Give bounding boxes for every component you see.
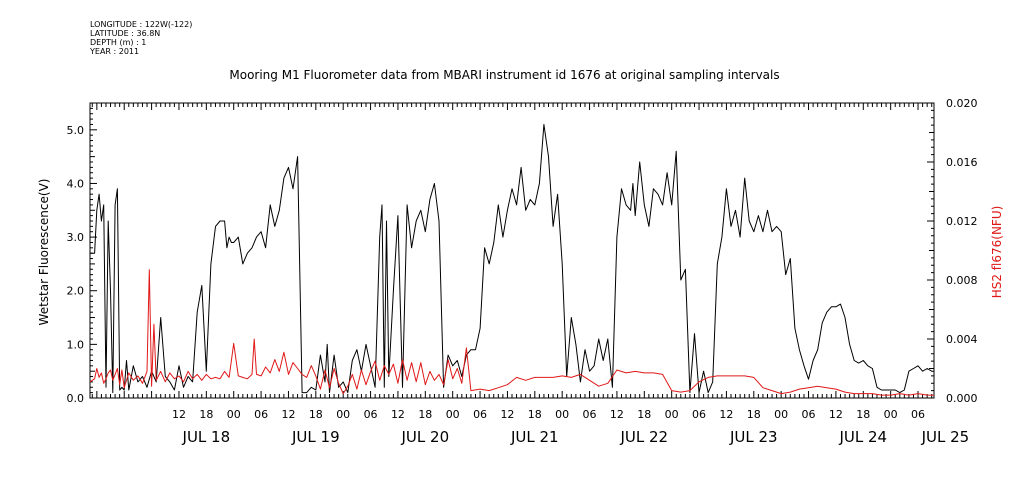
x-tick-label: 06	[692, 408, 706, 421]
depth-text: DEPTH (m) : 1	[90, 38, 147, 47]
x-tick-label: 12	[172, 408, 186, 421]
plot-border	[89, 102, 935, 399]
metadata-block: LONGITUDE : 122W(-122) LATITUDE : 36.8N …	[90, 20, 192, 56]
x-tick-label: 12	[719, 408, 733, 421]
x-day-label: JUL 20	[401, 428, 450, 446]
plot-frame	[89, 102, 935, 399]
x-tick-label: 06	[583, 408, 597, 421]
label-layer: 12 18 00 06 12 18 00 06 12 18 00 06 12 18 00 06 12 18 00 06…	[37, 97, 1004, 446]
x-tick-label: 06	[911, 408, 925, 421]
y-right-tick-label: 0.012	[946, 215, 978, 228]
x-tick-label: 18	[856, 408, 870, 421]
y-right-tick-label: 0.004	[946, 333, 978, 346]
x-tick-label: 06	[802, 408, 816, 421]
y-left-tick-label: 0.0	[67, 392, 85, 405]
x-day-label: JUL 18	[182, 428, 231, 446]
y-left-tick-label: 3.0	[67, 231, 85, 244]
x-day-label: JUL 19	[291, 428, 340, 446]
x-tick-label: 00	[336, 408, 350, 421]
y-right-tick-label: 0.008	[946, 274, 978, 287]
x-tick-label: 06	[364, 408, 378, 421]
x-tick-label: 18	[199, 408, 213, 421]
latitude-text: LATITUDE : 36.8N	[90, 29, 161, 38]
x-day-label: JUL 23	[729, 428, 778, 446]
x-tick-label: 06	[473, 408, 487, 421]
y-right-tick-label: 0.000	[946, 392, 978, 405]
x-tick-label: 18	[637, 408, 651, 421]
year-text: YEAR : 2011	[90, 47, 140, 56]
x-tick-label: 12	[500, 408, 514, 421]
x-tick-label: 00	[227, 408, 241, 421]
x-tick-label: 12	[391, 408, 405, 421]
x-tick-label: 18	[309, 408, 323, 421]
longitude-text: LONGITUDE : 122W(-122)	[90, 20, 193, 29]
x-tick-label: 18	[747, 408, 761, 421]
y-left-tick-label: 4.0	[67, 177, 85, 190]
hs2-fl676-series-line	[89, 269, 934, 396]
x-tick-label: 00	[665, 408, 679, 421]
x-tick-label: 00	[446, 408, 460, 421]
y-right-tick-label: 0.016	[946, 156, 978, 169]
x-tick-label: 00	[555, 408, 569, 421]
x-tick-label: 00	[884, 408, 898, 421]
x-tick-label: 18	[418, 408, 432, 421]
y-left-tick-label: 1.0	[67, 338, 85, 351]
x-day-label: JUL 25	[921, 428, 970, 446]
x-tick-label: 12	[610, 408, 624, 421]
y-left-tick-label: 5.0	[67, 124, 85, 137]
x-tick-label: 12	[829, 408, 843, 421]
y-right-tick-label: 0.020	[946, 97, 978, 110]
y-left-axis-label: Wetstar Fluorescence(V)	[37, 179, 51, 326]
x-day-label: JUL 21	[510, 428, 559, 446]
y-left-tick-label: 2.0	[67, 285, 85, 298]
y-right-axis-label: HS2 fl676(NFU)	[990, 206, 1004, 299]
x-tick-label: 12	[281, 408, 295, 421]
x-day-label: JUL 24	[838, 428, 887, 446]
x-tick-label: 18	[528, 408, 542, 421]
series-layer	[89, 124, 934, 396]
chart-title: Mooring M1 Fluorometer data from MBARI i…	[229, 68, 780, 82]
axis-ticks	[90, 102, 934, 399]
x-tick-label: 06	[254, 408, 268, 421]
wetstar-fluorescence-series-line	[90, 124, 934, 394]
x-day-label: JUL 22	[619, 428, 668, 446]
x-tick-label: 00	[774, 408, 788, 421]
